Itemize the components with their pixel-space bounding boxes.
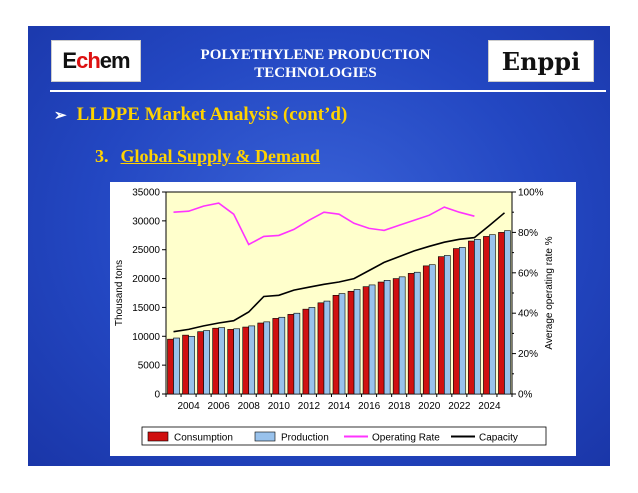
consumption-bar (347, 290, 355, 395)
production-bar (218, 327, 225, 395)
x-tick-label: 2022 (448, 401, 471, 412)
production-bar (444, 255, 451, 395)
production-bar (173, 337, 180, 395)
right-tick-label: 20% (518, 349, 538, 360)
production-bar (248, 325, 256, 395)
right-tick-label: 60% (518, 268, 538, 279)
echem-logo-text: Echem (62, 48, 130, 73)
right-tick-label: 100% (518, 188, 544, 199)
production-bar (428, 264, 436, 395)
section-number: 3. (95, 146, 109, 166)
left-tick-label: 0 (154, 390, 160, 401)
consumption-bar (167, 338, 174, 395)
operating-rate-line (173, 202, 475, 246)
left-tick-label: 10000 (132, 332, 160, 343)
consumption-bar (362, 286, 370, 395)
right-tick-label: 80% (518, 228, 538, 239)
production-bar (188, 335, 195, 395)
consumption-bar (212, 327, 219, 395)
x-tick-label: 2008 (238, 401, 261, 412)
consumption-bar (437, 256, 445, 395)
bullet-heading: ➢ LLDPE Market Analysis (cont’d) (54, 104, 347, 126)
production-bar (323, 300, 331, 395)
consumption-bar (468, 240, 475, 395)
production-bar (263, 321, 271, 395)
consumption-bar (302, 308, 310, 395)
production-bar (308, 307, 316, 395)
x-tick-label: 2014 (328, 401, 351, 412)
consumption-bar (498, 232, 505, 395)
left-tick-label: 30000 (132, 216, 160, 227)
consumption-bar (272, 318, 280, 395)
page-title: POLYETHYLENE PRODUCTION TECHNOLOGIES (148, 46, 483, 82)
consumption-bar (287, 314, 295, 395)
left-tick-label: 25000 (132, 245, 160, 256)
production-bar (338, 293, 346, 395)
production-bar (504, 230, 511, 395)
consumption-bar (227, 329, 234, 395)
consumption-bar (483, 236, 490, 395)
x-tick-label: 2006 (208, 401, 231, 412)
consumption-bar (407, 273, 415, 395)
consumption-bar (377, 281, 385, 395)
production-bar (474, 239, 481, 395)
left-tick-label: 15000 (132, 303, 160, 314)
legend-swatch-consumption (147, 431, 169, 442)
title-line-1: POLYETHYLENE PRODUCTION (200, 47, 431, 63)
production-bar (233, 328, 241, 395)
left-tick-label: 20000 (132, 274, 160, 285)
production-bar (459, 247, 466, 395)
consumption-bar (392, 278, 400, 395)
legend-label-production: Production (281, 433, 329, 444)
legend-label-consumption: Consumption (174, 433, 233, 444)
x-tick-label: 2016 (358, 401, 381, 412)
supply-demand-chart: 0 5000 10000 15000 20000 25000 30000 35000 0% 20%… (114, 188, 555, 446)
arrow-bullet-icon: ➢ (54, 108, 67, 124)
chart-container: 0 5000 10000 15000 20000 25000 30000 35000 0% 20%… (110, 182, 576, 456)
production-bar (278, 316, 286, 395)
x-tick-label: 2020 (418, 401, 441, 412)
echem-logo: Echem (51, 40, 141, 82)
consumption-bar (242, 326, 250, 395)
x-tick-label: 2012 (298, 401, 321, 412)
bullet-text: LLDPE Market Analysis (cont’d) (76, 104, 348, 125)
x-tick-label: 2004 (177, 401, 200, 412)
production-bar (398, 276, 406, 395)
section-title: Global Supply & Demand (120, 146, 321, 166)
capacity-line (173, 212, 506, 333)
production-bar (413, 271, 421, 395)
consumption-bar (257, 322, 265, 395)
x-tick-label: 2018 (388, 401, 411, 412)
production-bar (489, 234, 496, 395)
production-bar (293, 312, 301, 395)
enppi-logo-text: Enppi (501, 46, 581, 76)
production-bar (353, 289, 361, 395)
production-bar (203, 330, 210, 395)
right-tick-label: 40% (518, 309, 538, 320)
left-axis-label: Thousand tons (114, 260, 125, 326)
consumption-bar (332, 295, 340, 395)
consumption-bar (453, 248, 460, 395)
slide: Echem POLYETHYLENE PRODUCTION TECHNOLOGI… (28, 26, 610, 466)
enppi-logo: Enppi (488, 40, 594, 82)
legend-swatch-production (254, 431, 276, 442)
section-heading: 3. Global Supply & Demand (95, 146, 320, 167)
x-tick-label: 2010 (268, 401, 291, 412)
left-tick-label: 35000 (132, 188, 160, 199)
right-axis-label: Average operating rate % (544, 236, 555, 349)
legend-label-capacity: Capacity (479, 433, 518, 444)
consumption-bar (182, 334, 189, 395)
production-bar (383, 280, 391, 395)
consumption-bar (197, 331, 204, 395)
x-tick-label: 2024 (478, 401, 501, 412)
legend-label-operating-rate: Operating Rate (372, 433, 440, 444)
left-tick-label: 5000 (138, 361, 161, 372)
right-tick-label: 0% (518, 390, 533, 401)
title-line-2: TECHNOLOGIES (254, 65, 377, 81)
header-divider (50, 90, 606, 92)
production-bar (368, 284, 376, 395)
consumption-bar (422, 265, 430, 395)
consumption-bar (317, 302, 325, 395)
